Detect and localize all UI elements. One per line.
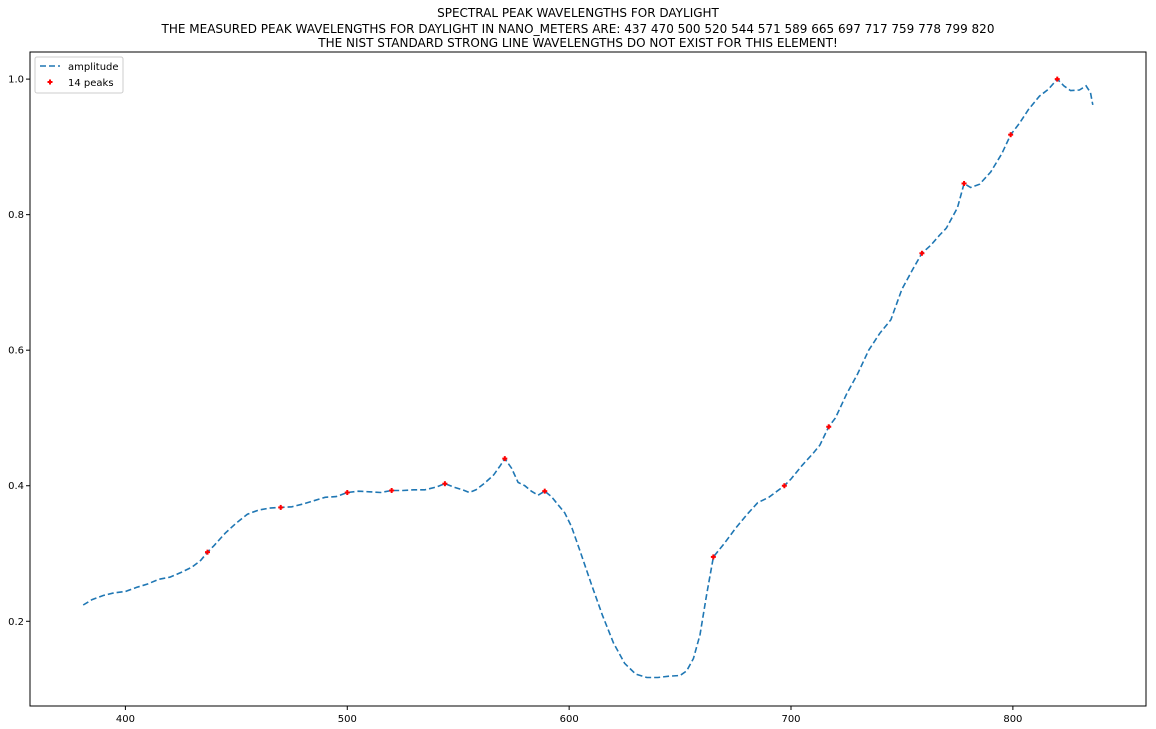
legend-box: [34, 56, 124, 94]
x-tick-label: 800: [1003, 714, 1022, 725]
y-tick-label: 0.6: [8, 346, 24, 357]
peak-marker-665: [710, 554, 716, 560]
peak-marker-799: [1008, 132, 1014, 138]
plot-frame: [29, 51, 1147, 707]
x-tick-label: 400: [116, 714, 135, 725]
y-tick-label: 1.0: [8, 75, 24, 86]
x-tick-label: 600: [560, 714, 579, 725]
peak-markers: [204, 76, 1060, 560]
series-amplitude-line: [82, 77, 1094, 679]
peak-marker-544: [442, 481, 448, 487]
y-tick-label: 0.8: [8, 210, 24, 221]
peak-marker-759: [919, 250, 925, 256]
peak-marker-778: [961, 180, 967, 186]
chart-subtitle-nist: THE NIST STANDARD STRONG LINE WAVELENGTH…: [318, 36, 838, 50]
x-axis: 400 500 600 700 800: [116, 706, 1022, 725]
y-tick-label: 0.4: [8, 481, 24, 492]
peak-marker-589: [542, 488, 548, 494]
peak-marker-697: [781, 483, 787, 489]
legend-peaks-label: 14 peaks: [68, 78, 114, 89]
y-tick-label: 0.2: [8, 617, 24, 628]
chart-subtitle-peaks: THE MEASURED PEAK WAVELENGTHS FOR DAYLIG…: [161, 22, 995, 36]
chart-title: SPECTRAL PEAK WAVELENGTHS FOR DAYLIGHT: [437, 6, 719, 20]
legend-peak-marker: [47, 79, 53, 85]
legend: amplitude 14 peaks: [34, 56, 124, 94]
legend-peaks-swatch: [47, 79, 53, 85]
peak-marker-470: [278, 504, 284, 510]
peak-marker-717: [826, 424, 832, 430]
peak-marker-500: [344, 490, 350, 496]
peak-marker-437: [204, 549, 210, 555]
peak-marker-571: [502, 456, 508, 462]
legend-amplitude-label: amplitude: [68, 62, 119, 73]
peak-marker-520: [389, 487, 395, 493]
peak-marker-820: [1054, 76, 1060, 82]
x-tick-label: 500: [338, 714, 357, 725]
x-tick-label: 700: [781, 714, 800, 725]
y-axis: 0.2 0.4 0.6 0.8 1.0: [8, 75, 30, 628]
